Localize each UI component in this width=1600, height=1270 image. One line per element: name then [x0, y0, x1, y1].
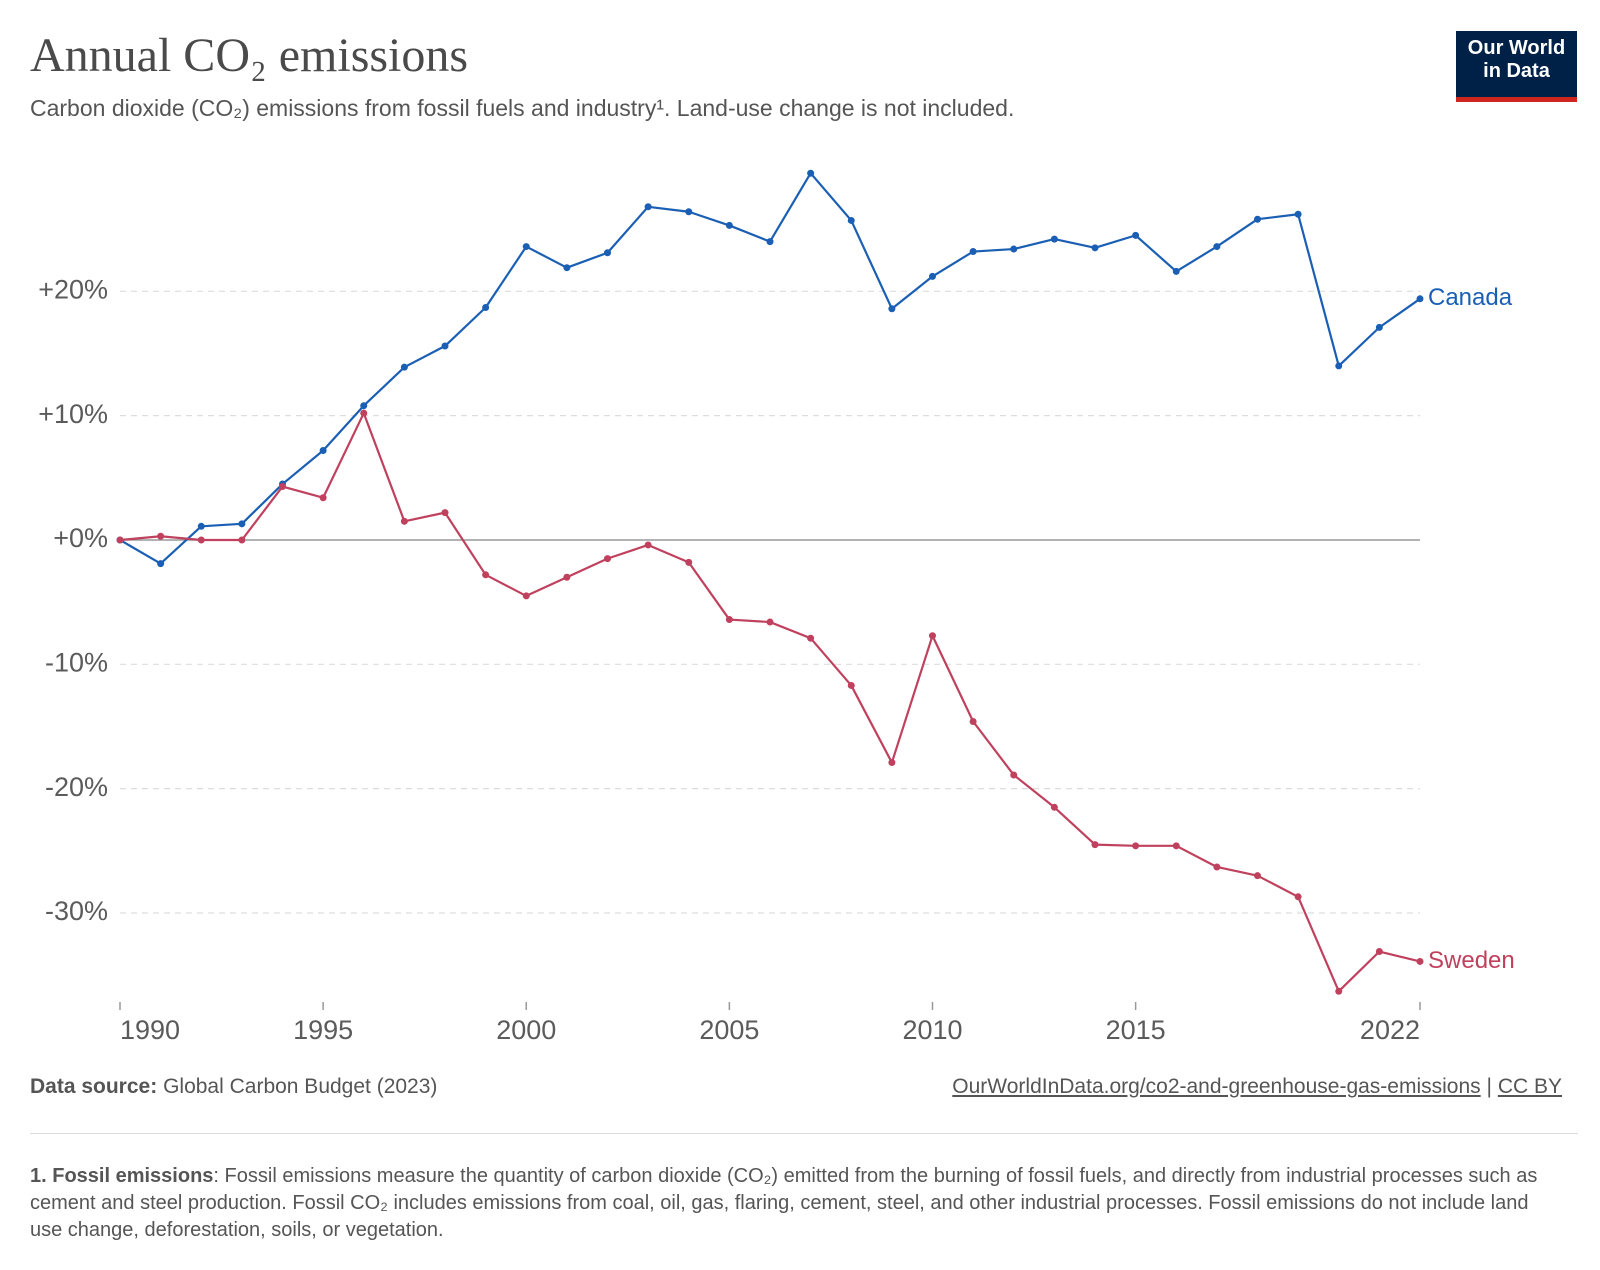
- data-point: [1091, 244, 1099, 252]
- data-point: [116, 536, 124, 544]
- data-point: [1294, 893, 1302, 901]
- data-point: [1294, 210, 1302, 218]
- data-point: [400, 517, 408, 525]
- data-point: [360, 402, 368, 410]
- x-tick-label: 2010: [902, 1015, 962, 1045]
- data-point: [1254, 215, 1261, 223]
- url-block: OurWorldInData.org/co2-and-greenhouse-ga…: [952, 1075, 1562, 1099]
- license[interactable]: CC BY: [1497, 1075, 1562, 1098]
- data-point: [969, 718, 977, 726]
- data-point: [969, 248, 977, 256]
- data-point: [1213, 863, 1221, 871]
- data-point: [1416, 295, 1424, 303]
- data-point: [644, 203, 652, 211]
- data-point: [482, 571, 490, 579]
- series-line: [119, 172, 1421, 565]
- chart-subtitle: Carbon dioxide (CO₂) emissions from foss…: [30, 95, 1015, 121]
- data-point: [1416, 957, 1424, 965]
- footnote: 1. Fossil emissions: Fossil emissions me…: [30, 1163, 1550, 1244]
- data-point: [238, 536, 246, 544]
- data-point: [725, 616, 733, 624]
- data-point: [888, 305, 896, 313]
- y-tick-label: +20%: [38, 274, 108, 304]
- x-tick-label: 2005: [699, 1015, 759, 1045]
- data-point: [563, 573, 571, 581]
- divider: [30, 1133, 1578, 1134]
- data-point: [522, 592, 530, 600]
- data-point: [929, 272, 936, 280]
- data-point: [319, 446, 327, 454]
- data-point: [847, 216, 855, 224]
- data-point: [929, 632, 936, 640]
- data-point: [238, 520, 246, 528]
- data-point: [604, 555, 611, 563]
- footnote-text: : Fossil emissions measure the quantity …: [30, 1165, 1538, 1241]
- data-point: [644, 541, 652, 549]
- data-point: [1091, 841, 1099, 849]
- data-point: [1010, 245, 1018, 253]
- data-point: [1375, 323, 1383, 331]
- data-point: [522, 243, 530, 251]
- data-point: [1213, 243, 1221, 251]
- source-text: Global Carbon Budget (2023): [163, 1075, 438, 1098]
- source: Data source: Global Carbon Budget (2023): [30, 1075, 437, 1099]
- separator: |: [1486, 1075, 1492, 1098]
- chart-title: Annual CO₂ emissions: [30, 29, 469, 82]
- y-tick-label: -10%: [45, 647, 108, 677]
- data-point: [1132, 842, 1140, 850]
- x-tick-label: 2000: [496, 1015, 556, 1045]
- data-point: [1335, 987, 1343, 995]
- data-point: [197, 522, 205, 530]
- data-point: [604, 249, 611, 257]
- series-line: [119, 412, 1421, 993]
- data-point: [1050, 235, 1058, 243]
- data-point: [1132, 231, 1140, 239]
- y-tick-label: +0%: [53, 523, 108, 553]
- data-point: [1172, 267, 1180, 275]
- data-point: [1050, 803, 1058, 811]
- logo[interactable]: Our World in Data: [1456, 31, 1577, 102]
- data-point: [279, 483, 286, 491]
- data-point: [1375, 948, 1383, 956]
- x-tick-label: 1990: [120, 1015, 180, 1045]
- data-point: [725, 221, 733, 229]
- series-label: Sweden: [1428, 947, 1515, 974]
- url[interactable]: OurWorldInData.org/co2-and-greenhouse-ga…: [952, 1075, 1481, 1098]
- data-point: [1010, 771, 1018, 779]
- y-tick-label: +10%: [38, 399, 108, 429]
- data-point: [888, 759, 896, 767]
- y-tick-label: -20%: [45, 772, 108, 802]
- data-point: [482, 303, 490, 311]
- data-point: [157, 560, 165, 568]
- x-tick-label: 2015: [1106, 1015, 1166, 1045]
- data-point: [157, 532, 165, 540]
- data-point: [766, 238, 774, 246]
- series-label: Canada: [1428, 284, 1513, 311]
- data-point: [360, 409, 368, 417]
- y-tick-label: -30%: [45, 896, 108, 926]
- data-point: [319, 494, 327, 502]
- logo-line: Our World: [1467, 37, 1566, 59]
- data-point: [197, 536, 205, 544]
- source-label: Data source:: [30, 1075, 158, 1098]
- data-point: [685, 558, 693, 566]
- footnote-title: 1. Fossil emissions: [30, 1165, 214, 1187]
- data-point: [441, 342, 449, 350]
- x-tick-label: 2022: [1360, 1015, 1420, 1045]
- logo-line: in Data: [1483, 60, 1550, 82]
- data-point: [766, 618, 774, 626]
- data-point: [400, 363, 408, 371]
- data-point: [685, 208, 693, 216]
- data-point: [807, 169, 815, 177]
- data-point: [807, 634, 815, 642]
- data-point: [1254, 872, 1261, 880]
- data-point: [563, 264, 571, 272]
- data-point: [847, 681, 855, 689]
- data-point: [1335, 362, 1343, 370]
- data-point: [441, 509, 449, 517]
- x-tick-label: 1995: [293, 1015, 353, 1045]
- data-point: [1172, 842, 1180, 850]
